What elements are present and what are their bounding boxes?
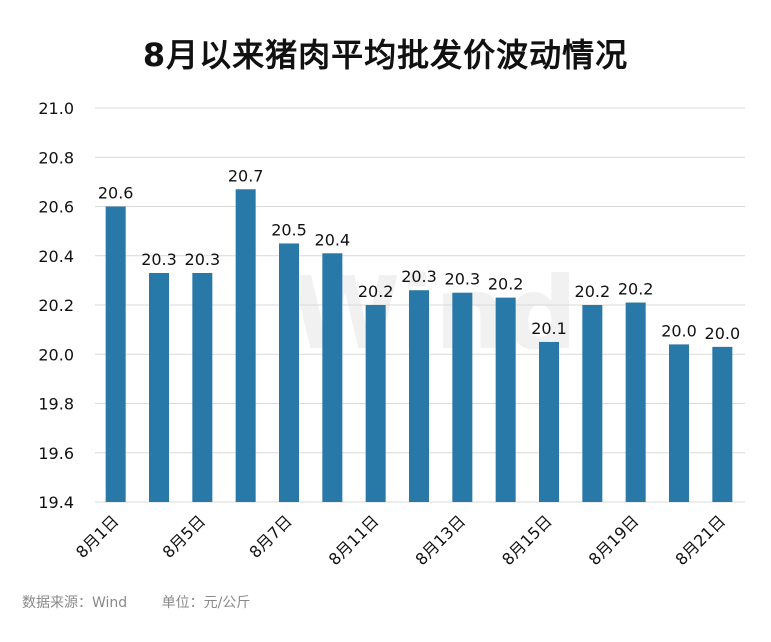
data-label: 20.0	[705, 324, 741, 343]
bar	[582, 305, 603, 502]
bar	[539, 341, 559, 502]
bar	[409, 290, 429, 502]
unit-note: 单位：元/公斤	[161, 595, 251, 611]
x-tick-label: 8月1日	[72, 511, 122, 561]
chart-title: 8月以来猪肉平均批发价波动情况	[142, 36, 629, 74]
x-tick-label: 8月5日	[159, 511, 209, 561]
data-label: 20.3	[141, 250, 177, 269]
data-label: 20.2	[488, 275, 524, 294]
x-tick-label: 8月21日	[671, 511, 729, 569]
y-tick-label: 19.4	[38, 493, 74, 512]
y-tick-label: 20.6	[38, 198, 74, 217]
x-tick-label: 8月15日	[498, 511, 556, 569]
data-label: 20.2	[575, 282, 611, 301]
y-tick-label: 20.8	[38, 148, 74, 167]
bar	[365, 305, 386, 502]
x-tick-label: 8月19日	[585, 511, 643, 569]
y-tick-label: 20.0	[38, 345, 74, 364]
y-tick-label: 20.2	[38, 296, 74, 315]
data-label: 20.2	[618, 280, 654, 299]
data-label: 20.1	[531, 319, 567, 338]
y-tick-label: 19.6	[38, 444, 74, 463]
bar	[192, 272, 213, 502]
data-label: 20.7	[228, 166, 264, 185]
bar	[452, 292, 473, 502]
data-label: 20.3	[401, 267, 437, 286]
y-tick-label: 20.4	[38, 247, 74, 266]
data-label: 20.4	[315, 230, 351, 249]
x-tick-label: 8月13日	[411, 511, 469, 569]
footer: 数据来源：Wind 单位：元/公斤	[22, 592, 280, 612]
data-label: 20.5	[271, 220, 307, 239]
bar	[625, 302, 646, 502]
data-label: 20.6	[98, 184, 134, 203]
bar	[495, 297, 516, 502]
bar	[235, 189, 256, 502]
bar	[149, 272, 169, 502]
x-tick-label: 8月11日	[325, 511, 383, 569]
data-label: 20.3	[445, 270, 481, 289]
bar	[279, 243, 299, 502]
source-note: 数据来源：Wind	[22, 595, 128, 611]
y-tick-label: 19.8	[38, 395, 74, 414]
data-label: 20.2	[358, 282, 394, 301]
data-label: 20.3	[185, 250, 221, 269]
bar	[105, 206, 126, 502]
bar	[712, 346, 733, 502]
y-tick-label: 21.0	[38, 99, 74, 118]
bar	[669, 344, 689, 502]
bar	[322, 253, 343, 502]
x-tick-label: 8月7日	[245, 511, 295, 561]
data-label: 20.0	[661, 321, 697, 340]
